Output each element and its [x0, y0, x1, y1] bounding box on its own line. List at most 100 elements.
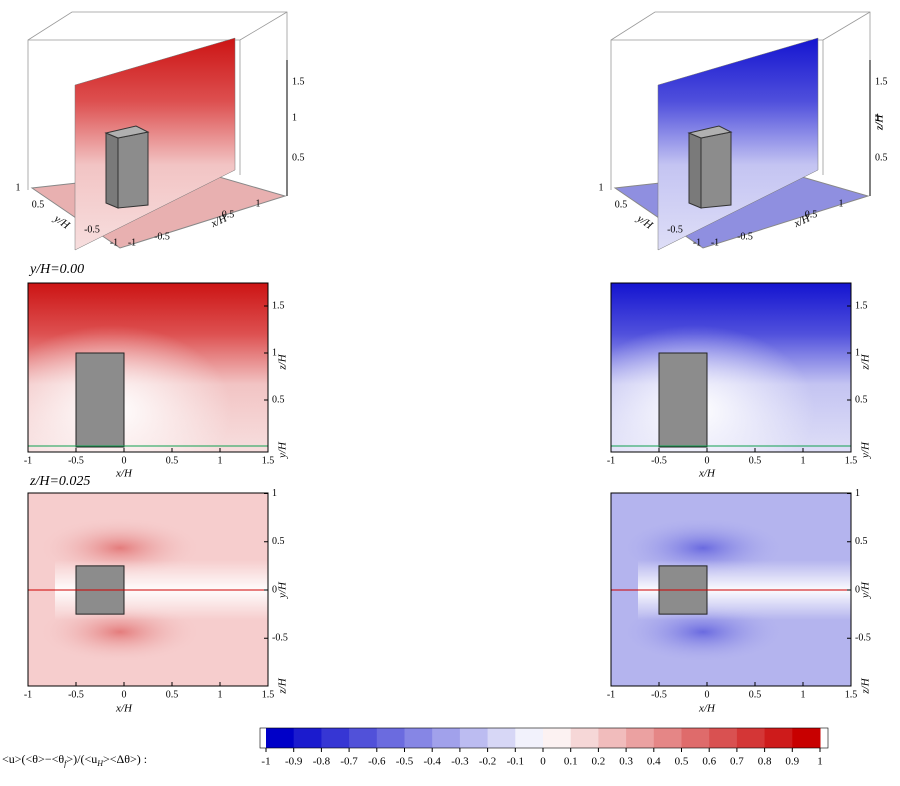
label-part: H	[96, 759, 104, 768]
z-tick-label: 1	[272, 347, 277, 358]
panel-xy: -1 -0.5 0 0.5 1 1.5 -0.5 0 0.5 1 x/H y/H z/H	[24, 488, 289, 715]
building-top	[104, 125, 150, 139]
colorbar-tick-label: -0.7	[340, 756, 358, 768]
box	[239, 11, 288, 41]
y-axis-label: y/H	[277, 581, 289, 599]
x-tick-label: -1	[607, 689, 615, 700]
z-axis-label: z/H	[860, 677, 872, 694]
y-axis-label: y/H	[860, 581, 872, 599]
x-tick-label: 0	[122, 455, 127, 466]
y-tick-label: 0.5	[615, 199, 628, 210]
x-tick-label: 1	[218, 455, 223, 466]
panel-3d: 0.511.510.5-0.5-1 -1-0.50.51x/Hy/Hz/H	[599, 11, 888, 251]
y-tick-label: -0.5	[667, 224, 683, 235]
y-tick-label: 1	[599, 182, 604, 193]
colorbar-cell	[653, 728, 682, 748]
colorbar-tick-label: -0.8	[313, 756, 331, 768]
z-tick-label: 0.5	[272, 394, 285, 405]
colorbar-tick-label: -0.5	[396, 756, 414, 768]
x-tick-label: -1	[711, 237, 719, 248]
building	[75, 352, 125, 448]
section-label: y/H=0.00	[28, 262, 84, 277]
y-tick-label: -1	[110, 237, 118, 248]
colorbar-tick-label: 1	[817, 756, 823, 768]
colorbar-cell	[293, 728, 322, 748]
building-side	[688, 132, 702, 209]
z-tick-label: 1	[875, 112, 880, 123]
colorbar-tick-label: 0.5	[675, 756, 689, 768]
x-tick-label: 0	[705, 689, 710, 700]
x-axis-label: x/H	[115, 703, 133, 715]
y-tick-label: 0	[272, 584, 277, 595]
y-tick-label: 0	[855, 584, 860, 595]
x-tick-label: 0.5	[749, 455, 762, 466]
frame	[610, 282, 852, 453]
y-tick-label: 0.5	[32, 199, 45, 210]
y-tick-label: -0.5	[84, 224, 100, 235]
colorbar-cell	[792, 728, 821, 748]
z-tick-label: 1	[855, 347, 860, 358]
z-tick-label: 1.5	[855, 300, 868, 311]
x-tick-label: 1	[801, 455, 806, 466]
panel-xz: -1 -0.5 0 0.5 1 1.5 0.5 1 1.5 x/H z/H y/H	[24, 282, 289, 480]
wake	[611, 283, 851, 452]
colorbar-cell	[598, 728, 627, 748]
x-axis-label: x/H	[698, 468, 716, 480]
label-part: <u>(<θ>−<θ	[2, 752, 64, 766]
colorbar-tick-label: 0.8	[758, 756, 772, 768]
y-tick-label: 1	[855, 488, 860, 499]
y-tick-label: 1	[16, 182, 21, 193]
x-tick-label: -0.5	[68, 689, 84, 700]
colorbar-tick-label: 0.3	[619, 756, 633, 768]
colorbar-cell	[681, 728, 710, 748]
wake	[28, 283, 268, 452]
y-axis-label: y/H	[860, 441, 872, 459]
colorbar-cell	[349, 728, 378, 748]
frame	[27, 282, 269, 453]
colorbar-tick-label: -0.1	[507, 756, 524, 768]
x-tick-label: -0.5	[154, 231, 170, 242]
z-axis-label: z/H	[874, 114, 886, 131]
z-tick-label: 0.5	[875, 152, 888, 163]
building-side	[105, 132, 119, 209]
y-tick-label: 0.5	[855, 536, 868, 547]
panel-3d: 0.511.510.5-0.5-1 -1-0.50.51x/Hy/Hz/H	[16, 11, 886, 251]
colorbar-tick-label: 0.6	[702, 756, 716, 768]
x-tick-label: 0.5	[166, 689, 179, 700]
x-tick-label: 1	[256, 198, 261, 209]
z-axis-label: z/H	[277, 353, 289, 370]
z-axis-label: z/H	[860, 353, 872, 370]
y-axis-label: y/H	[51, 212, 73, 232]
colorbar-cell	[432, 728, 461, 748]
y-axis-label: y/H	[634, 212, 656, 232]
colorbar-tick-label: -0.9	[285, 756, 303, 768]
z-axis-label: z/H	[874, 114, 886, 131]
colorbar-cell	[459, 728, 489, 748]
panel-xy: -1 -0.5 0 0.5 1 1.5 -0.5 0 0.5 1 x/H y/H z/H	[607, 488, 872, 715]
colorbar-tick-label: 0.9	[785, 756, 799, 768]
colorbar-tick-label: 0.2	[592, 756, 606, 768]
building-front	[117, 131, 149, 209]
colorbar-tick-label: 0	[540, 756, 546, 768]
x-tick-label: 1.5	[845, 689, 858, 700]
y-tick-label: 1	[272, 488, 277, 499]
colorbar-tick-label: -1	[261, 756, 270, 768]
x-tick-label: 0.5	[749, 689, 762, 700]
z-tick-label: 1.5	[272, 300, 285, 311]
panel-xz: -1 -0.5 0 0.5 1 1.5 0.5 1 1.5 x/H z/H y/H	[607, 282, 872, 480]
colorbar-cell	[543, 728, 572, 748]
colorbar-cell	[487, 728, 516, 748]
colorbar-tick-label: -0.2	[479, 756, 496, 768]
x-tick-label: 1.5	[845, 455, 858, 466]
colorbar-tick-label: 0.4	[647, 756, 661, 768]
x-tick-label: 1	[839, 198, 844, 209]
z-tick-label: 1.5	[875, 76, 888, 87]
y-tick-label: -0.5	[272, 633, 288, 644]
x-tick-label: -0.5	[737, 231, 753, 242]
x-tick-label: 0.5	[166, 455, 179, 466]
z-tick-label: 0.5	[855, 394, 868, 405]
label-part: f	[64, 759, 68, 768]
y-tick-label: -0.5	[855, 633, 871, 644]
box	[822, 11, 871, 41]
